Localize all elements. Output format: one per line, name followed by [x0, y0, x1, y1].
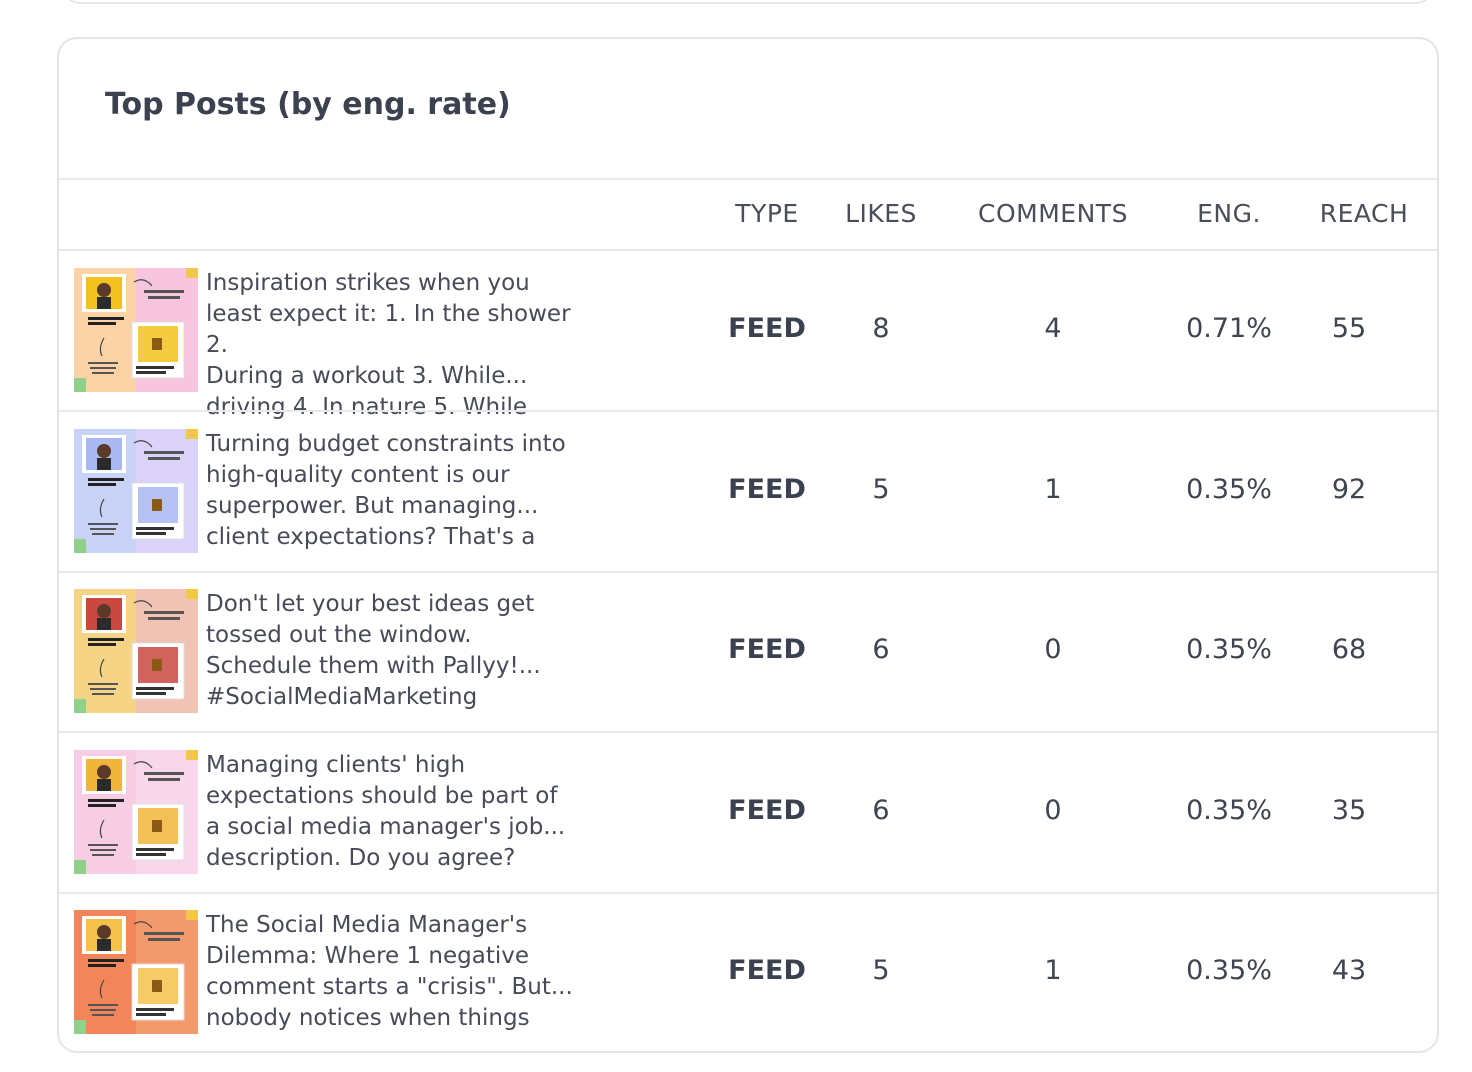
post-reach: 55 — [1331, 313, 1367, 344]
post-caption[interactable]: Turning budget constraints into high-qua… — [206, 431, 566, 550]
post-comments: 4 — [1044, 313, 1062, 344]
row-divider — [59, 249, 1437, 251]
post-thumbnail[interactable] — [74, 910, 198, 1034]
post-reach: 68 — [1331, 634, 1367, 665]
card-title: Top Posts (by eng. rate) — [105, 87, 511, 122]
post-thumbnail[interactable] — [74, 268, 198, 392]
table-row[interactable]: Managing clients' high expectations shou… — [59, 733, 1437, 893]
post-reach: 92 — [1331, 474, 1367, 505]
post-thumbnail[interactable] — [74, 429, 198, 553]
post-eng-rate: 0.71% — [1186, 313, 1272, 344]
col-header-comments[interactable]: COMMENTS — [978, 199, 1128, 228]
post-type: FEED — [728, 634, 806, 665]
post-type: FEED — [728, 313, 806, 344]
post-eng-rate: 0.35% — [1186, 474, 1272, 505]
post-type: FEED — [728, 795, 806, 826]
col-header-reach[interactable]: REACH — [1319, 199, 1409, 228]
post-comments: 0 — [1044, 795, 1062, 826]
top-posts-card: Top Posts (by eng. rate) TYPE LIKES COMM… — [57, 37, 1439, 1053]
post-likes: 6 — [872, 634, 890, 665]
post-thumbnail[interactable] — [74, 750, 198, 874]
post-eng-rate: 0.35% — [1186, 795, 1272, 826]
row-divider — [59, 731, 1437, 733]
post-likes: 8 — [872, 313, 890, 344]
post-caption[interactable]: Inspiration strikes when you least expec… — [206, 270, 571, 420]
table-row[interactable]: Inspiration strikes when you least expec… — [59, 251, 1437, 420]
table-row[interactable]: The Social Media Manager's Dilemma: Wher… — [59, 893, 1437, 1051]
post-type: FEED — [728, 474, 806, 505]
table-row[interactable]: Turning budget constraints into high-qua… — [59, 412, 1437, 572]
post-eng-rate: 0.35% — [1186, 634, 1272, 665]
post-caption[interactable]: The Social Media Manager's Dilemma: Wher… — [206, 912, 573, 1031]
row-divider — [59, 571, 1437, 573]
post-eng-rate: 0.35% — [1186, 955, 1272, 986]
post-reach: 35 — [1331, 795, 1367, 826]
post-likes: 6 — [872, 795, 890, 826]
post-reach: 43 — [1331, 955, 1367, 986]
post-likes: 5 — [872, 474, 890, 505]
post-thumbnail[interactable] — [74, 589, 198, 713]
col-header-type[interactable]: TYPE — [735, 199, 799, 228]
post-comments: 0 — [1044, 634, 1062, 665]
post-likes: 5 — [872, 955, 890, 986]
post-comments: 1 — [1044, 474, 1062, 505]
post-comments: 1 — [1044, 955, 1062, 986]
row-divider — [59, 410, 1437, 412]
post-caption[interactable]: Managing clients' high expectations shou… — [206, 752, 566, 871]
post-caption[interactable]: Don't let your best ideas get tossed out… — [206, 591, 541, 710]
post-type: FEED — [728, 955, 806, 986]
previous-card-edge — [62, 0, 1434, 4]
col-header-eng[interactable]: ENG. — [1197, 199, 1261, 228]
row-divider — [59, 892, 1437, 894]
table-row[interactable]: Don't let your best ideas get tossed out… — [59, 572, 1437, 732]
col-header-likes[interactable]: LIKES — [845, 199, 917, 228]
header-divider — [59, 178, 1437, 180]
